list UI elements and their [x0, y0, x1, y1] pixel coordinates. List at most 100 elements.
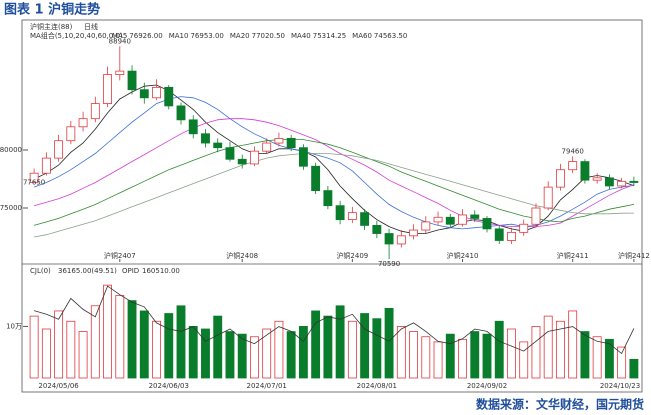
oi-line [33, 285, 635, 355]
legend-value: 75314.25 [313, 32, 346, 40]
volume-bar [298, 326, 308, 379]
candle-body [164, 86, 174, 107]
x-tick-label: 2024/09/02 [467, 382, 507, 390]
candle-body [360, 212, 370, 226]
volume-bar [201, 328, 210, 379]
volume-bar [176, 305, 186, 379]
x-tick-label: 沪铜2408 [226, 251, 258, 260]
legend-value: 74563.50 [374, 32, 407, 40]
volume-bar [347, 320, 357, 379]
candle-body [421, 221, 431, 231]
candle-body [213, 142, 223, 149]
candle-body [41, 157, 51, 174]
candle-body [543, 186, 553, 209]
candle-body [470, 214, 480, 219]
extreme-label: 77650 [23, 178, 45, 186]
volume-bar [103, 284, 112, 379]
x-tick-label: 沪铜2410 [447, 251, 479, 260]
candle-body [458, 214, 467, 225]
candle-body [225, 147, 235, 160]
candle-body [519, 223, 529, 233]
candle-body [580, 161, 590, 181]
oi-value: 160510.00 [142, 267, 180, 275]
legend-name: MA10 [169, 32, 189, 40]
candle-body [103, 74, 112, 104]
volume-label: CJL(0) [30, 267, 51, 275]
volume-bar [519, 341, 529, 379]
volume-bar [213, 315, 223, 379]
volume-bar [188, 326, 198, 379]
volume-bar [127, 300, 137, 379]
candle-body [29, 172, 39, 183]
candle-body [372, 225, 382, 234]
candle-body [201, 133, 210, 144]
volume-bar [274, 320, 284, 379]
volume-bar [494, 320, 504, 379]
volume-bar [90, 305, 100, 379]
volume-bar [41, 328, 51, 379]
extreme-label: 79460 [562, 147, 584, 155]
candle-body [188, 119, 198, 135]
candle-body [115, 70, 125, 75]
ma-line [33, 96, 634, 230]
oi-name: OPID [122, 267, 139, 275]
volume-bar [531, 326, 541, 379]
candle-body [617, 180, 627, 187]
candle-body [152, 86, 161, 99]
header: 沪铜主连(88) [30, 22, 73, 31]
volume-bar [384, 307, 394, 379]
candle-body [482, 218, 492, 230]
volume-bar [360, 313, 370, 379]
x-tick-label: 沪铜2412 [618, 251, 650, 260]
volume-bar [629, 358, 639, 379]
volume-bar [470, 331, 480, 379]
candle-body [396, 235, 406, 245]
candle-body [139, 89, 149, 99]
x-tick-label: 沪铜2409 [336, 251, 368, 260]
candle-body [494, 228, 504, 241]
candle-body [384, 233, 394, 245]
x-tick-label: 2024/10/23 [600, 382, 640, 390]
candle-body [604, 177, 614, 187]
x-tick-label: 2024/06/03 [149, 382, 189, 390]
x-tick-label: 2024/07/01 [247, 382, 287, 390]
extreme-label: 88940 [109, 37, 131, 45]
candle-body [409, 229, 418, 237]
x-tick-label: 沪铜2411 [557, 251, 589, 260]
legend-value: 76926.00 [129, 32, 162, 40]
legend-name: MA60 [352, 32, 372, 40]
volume-bar [568, 310, 578, 379]
candle-body [311, 165, 321, 192]
candle-body [66, 126, 76, 142]
volume-bar [445, 333, 455, 379]
volume-bar [409, 331, 418, 379]
volume-bar [592, 336, 602, 379]
volume-bar [507, 328, 516, 379]
candle-body [90, 103, 100, 120]
volume-bar [225, 331, 235, 379]
volume-bar [335, 305, 345, 379]
volume-value: 36165.00(49.51) [58, 267, 117, 275]
volume-bar [286, 331, 296, 379]
legend-name: MA20 [230, 32, 250, 40]
volume-bar [421, 336, 431, 379]
candle-body [445, 216, 455, 225]
ma-label: MA组合(5,10,20,40,60,0,0) [30, 31, 123, 40]
ma-line [34, 153, 634, 238]
ma-line [33, 84, 635, 234]
volume-bar [78, 331, 88, 379]
volume-bar [433, 341, 443, 379]
volume-bar [29, 315, 39, 379]
candle-body [629, 180, 639, 183]
volume-bar [115, 295, 125, 379]
x-tick-label: 2024/05/06 [38, 382, 79, 390]
candle-body [298, 147, 308, 167]
candle-body [237, 158, 247, 165]
volume-bar [164, 313, 174, 379]
source: 数据来源：文华财经，国元期货 [476, 397, 644, 412]
extreme-label: 70590 [378, 260, 400, 268]
candle-body [592, 177, 602, 181]
candle-body [127, 70, 137, 91]
candle-body [78, 118, 88, 128]
volume-bar [617, 346, 627, 379]
